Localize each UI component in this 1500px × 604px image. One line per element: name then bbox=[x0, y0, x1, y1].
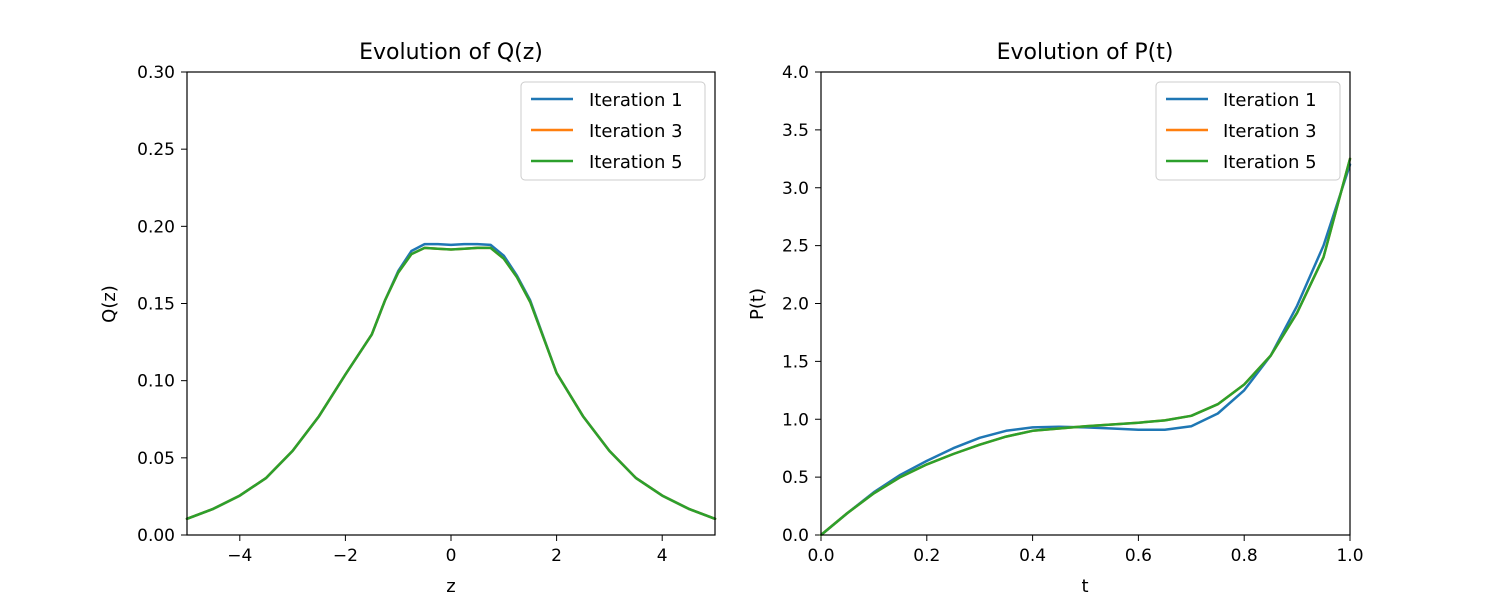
y-tick-label: 2.5 bbox=[782, 237, 809, 257]
series-line-iteration-5 bbox=[819, 157, 1352, 537]
y-tick-label: 3.5 bbox=[782, 121, 809, 141]
legend-box bbox=[1155, 81, 1341, 181]
x-tick-label: 0.4 bbox=[1019, 546, 1046, 566]
axes-frame bbox=[820, 71, 1351, 536]
legend-label-0: Iteration 1 bbox=[1223, 90, 1317, 111]
legend-label-2: Iteration 5 bbox=[589, 152, 683, 173]
legend-label-2: Iteration 5 bbox=[1223, 152, 1317, 173]
x-tick-label: 0.2 bbox=[913, 546, 940, 566]
x-tick-label: 0.6 bbox=[1125, 546, 1152, 566]
chart-q-of-z: Evolution of Q(z) −4 −2 0 2 4 0.00 0.05 0.10 0.1… bbox=[99, 40, 717, 597]
x-tick-label: −2 bbox=[333, 546, 358, 566]
x-tick-label: 2 bbox=[551, 546, 562, 566]
series-layer bbox=[185, 242, 717, 521]
y-tick-label: 0.05 bbox=[137, 449, 175, 469]
x-axis-label: z bbox=[446, 576, 455, 597]
series-line-iteration-5 bbox=[185, 246, 717, 521]
y-tick-label: 0.10 bbox=[137, 372, 175, 392]
tick-layer: 0.0 0.2 0.4 0.6 0.8 1.0 0.0 0.5 1.0 1.5 2.0 2.5 3.0 3… bbox=[782, 63, 1364, 566]
x-tick-label: 0.0 bbox=[807, 546, 834, 566]
legend-box bbox=[520, 81, 706, 181]
y-tick-label: 0.0 bbox=[782, 526, 809, 546]
y-tick-label: 0.5 bbox=[782, 468, 809, 488]
y-tick-label: 0.20 bbox=[137, 217, 175, 237]
y-tick-label: 0.00 bbox=[137, 526, 175, 546]
x-tick-label: 1.0 bbox=[1336, 546, 1363, 566]
x-tick-label: 0.8 bbox=[1231, 546, 1258, 566]
legend-label-0: Iteration 1 bbox=[589, 90, 683, 111]
y-tick-label: 4.0 bbox=[782, 63, 809, 83]
y-tick-label: 0.25 bbox=[137, 140, 175, 160]
legend-label-1: Iteration 3 bbox=[589, 121, 683, 142]
legend: Iteration 1 Iteration 3 Iteration 5 bbox=[1155, 81, 1341, 181]
legend-label-1: Iteration 3 bbox=[1223, 121, 1317, 142]
y-tick-label: 1.5 bbox=[782, 352, 809, 372]
x-tick-label: −4 bbox=[227, 546, 252, 566]
x-axis-label: t bbox=[1081, 576, 1088, 597]
y-tick-label: 2.0 bbox=[782, 295, 809, 315]
x-tick-label: 0 bbox=[446, 546, 457, 566]
chart-title: Evolution of Q(z) bbox=[359, 40, 543, 65]
y-tick-label: 0.30 bbox=[137, 63, 175, 83]
y-tick-label: 3.0 bbox=[782, 179, 809, 199]
y-tick-label: 1.0 bbox=[782, 410, 809, 430]
x-tick-label: 4 bbox=[657, 546, 668, 566]
y-tick-label: 0.15 bbox=[137, 295, 175, 315]
y-axis-label: P(t) bbox=[747, 288, 768, 320]
axes-frame bbox=[186, 71, 716, 536]
chart-title: Evolution of P(t) bbox=[997, 40, 1174, 65]
legend: Iteration 1 Iteration 3 Iteration 5 bbox=[520, 81, 706, 181]
y-axis-label: Q(z) bbox=[99, 285, 120, 323]
series-layer bbox=[819, 157, 1352, 537]
tick-layer: −4 −2 0 2 4 0.00 0.05 0.10 0.15 0.20 0.25 0.30 bbox=[137, 63, 667, 566]
chart-p-of-t: Evolution of P(t) 0.0 0.2 0.4 0.6 0.8 1.00.00… bbox=[747, 40, 1364, 597]
